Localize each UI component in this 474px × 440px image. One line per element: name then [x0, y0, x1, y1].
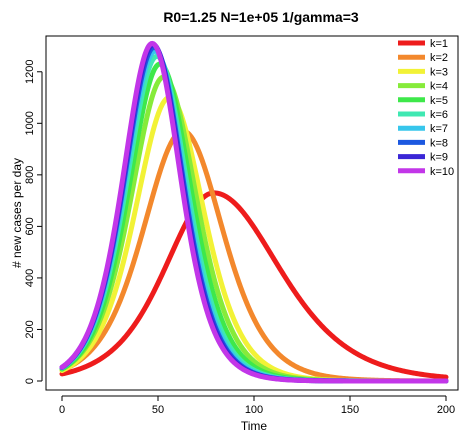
legend-label: k=4	[430, 81, 448, 93]
x-tick-label: 100	[245, 404, 263, 416]
legend-label: k=9	[430, 152, 448, 164]
legend-label: k=2	[430, 52, 448, 64]
series-line-k10	[59, 40, 449, 384]
y-tick-label: 400	[24, 269, 36, 287]
legend-label: k=5	[430, 95, 448, 107]
y-axis: 0 200 400 600 800 1000 1200	[24, 60, 43, 384]
legend-label: k=1	[430, 38, 448, 50]
plot-frame	[45, 35, 459, 391]
x-tick-label: 200	[437, 404, 455, 416]
x-tick-label: 150	[341, 404, 359, 416]
y-axis-label: # new cases per day	[10, 158, 24, 268]
y-tick-label: 600	[24, 217, 36, 235]
legend-label: k=3	[430, 66, 448, 78]
y-tick-label: 0	[24, 378, 36, 384]
x-axis-label: Time	[241, 419, 268, 433]
legend-label: k=6	[430, 109, 448, 121]
chart-title: R0=1.25 N=1e+05 1/gamma=3	[163, 9, 359, 25]
x-tick-label: 0	[59, 404, 65, 416]
y-tick-label: 200	[24, 320, 36, 338]
legend-label: k=10	[430, 166, 454, 178]
series-line-k1	[59, 190, 449, 380]
series-layer	[59, 40, 449, 384]
legend-label: k=7	[430, 123, 448, 135]
y-tick-label: 1200	[24, 60, 36, 84]
x-axis: 0 50 100 150 200	[59, 395, 455, 416]
y-tick-label: 1000	[24, 111, 36, 135]
legend-label: k=8	[430, 137, 448, 149]
x-tick-label: 50	[152, 404, 164, 416]
legend: k=1 k=2 k=3 k=4 k=5 k=6 k=7 k=8 k=9 k=10	[398, 38, 454, 178]
y-tick-label: 800	[24, 166, 36, 184]
